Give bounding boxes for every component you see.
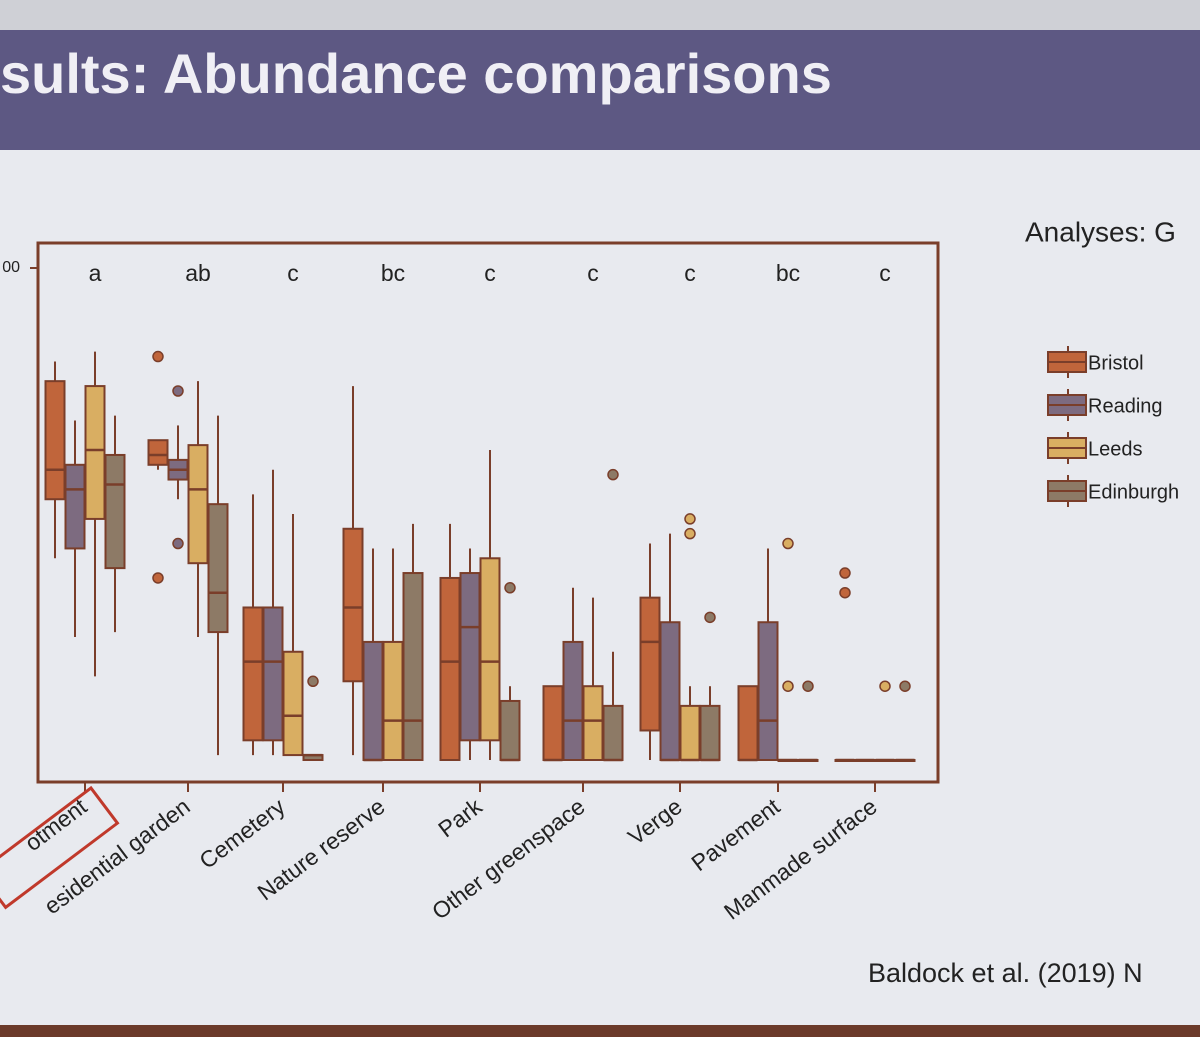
outlier (802, 680, 814, 692)
box (187, 444, 209, 565)
box (699, 704, 721, 762)
group-letter: bc (381, 260, 405, 286)
side-note: Analyses: G (1025, 216, 1176, 247)
box (342, 527, 364, 683)
box (757, 621, 779, 761)
box (382, 640, 404, 761)
box (242, 606, 264, 742)
box (402, 572, 424, 761)
outlier (782, 680, 794, 692)
highlight-box (0, 785, 120, 910)
group-letter: ab (185, 260, 211, 286)
legend-label: Bristol (1088, 352, 1144, 374)
legend-label: Edinburgh (1088, 481, 1179, 503)
slide-title: sults: Abundance comparisons (0, 42, 832, 105)
box (542, 685, 564, 762)
bottom-edge (0, 1025, 1200, 1037)
box (262, 606, 284, 742)
box (602, 704, 624, 762)
legend-label: Reading (1088, 395, 1163, 417)
group-letter: bc (776, 260, 800, 286)
box (207, 503, 229, 634)
outlier (704, 611, 716, 624)
slide-top (0, 0, 1200, 30)
outlier (899, 680, 911, 692)
outlier (684, 527, 696, 540)
group-letter: c (287, 260, 299, 286)
box (582, 685, 604, 762)
outlier (839, 567, 851, 579)
box (479, 557, 501, 742)
outlier (172, 385, 184, 397)
outlier (782, 537, 794, 550)
box (362, 640, 384, 761)
box (104, 453, 126, 570)
box (439, 576, 461, 762)
group-letter: a (89, 260, 102, 286)
outlier (504, 582, 516, 594)
outlier (307, 675, 319, 688)
y-tick-label: 00 (2, 259, 20, 276)
group-letter: c (879, 260, 891, 286)
box (679, 704, 701, 762)
outlier (172, 537, 184, 550)
outlier (152, 350, 164, 363)
box (659, 621, 681, 761)
outlier (607, 468, 619, 481)
group-letter: c (484, 260, 496, 286)
title-band (0, 30, 1200, 150)
group-letter: c (587, 260, 599, 286)
group-letter: c (684, 260, 696, 286)
outlier (879, 680, 891, 692)
outlier (152, 572, 164, 584)
legend-label: Leeds (1088, 438, 1143, 460)
plot-frame (36, 241, 940, 784)
outlier (684, 513, 696, 525)
outlier (839, 586, 851, 599)
citation: Baldock et al. (2019) N (868, 958, 1143, 988)
box (737, 685, 759, 762)
box (639, 596, 661, 732)
box (147, 439, 169, 466)
box (499, 699, 521, 762)
box (282, 650, 304, 757)
box (64, 463, 86, 550)
box (562, 640, 584, 761)
box (84, 385, 106, 520)
box (44, 380, 66, 501)
box (459, 572, 481, 742)
slide-body (0, 150, 1200, 1025)
